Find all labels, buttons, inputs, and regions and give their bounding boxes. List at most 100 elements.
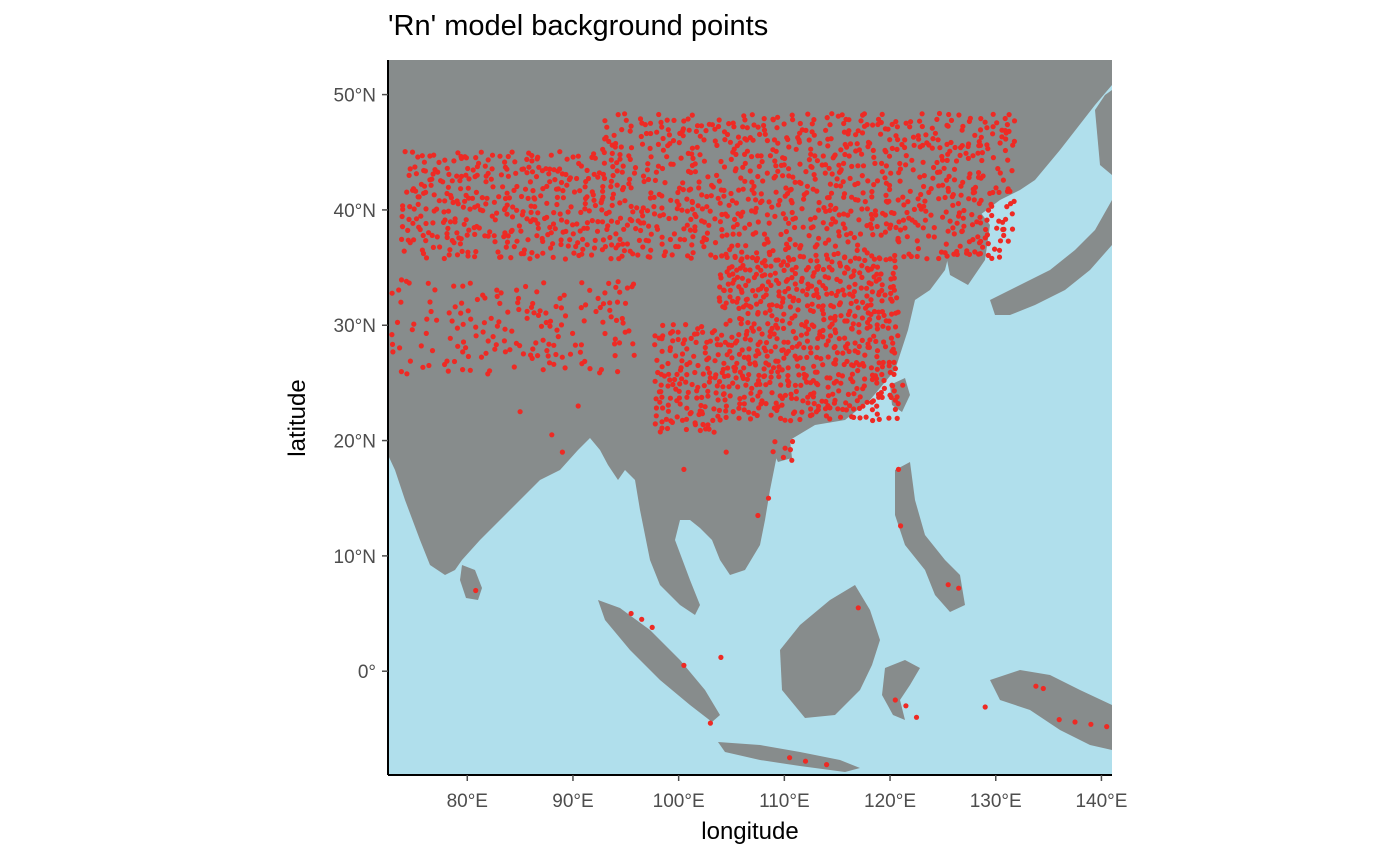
background-point [969, 222, 976, 228]
background-point [436, 198, 442, 204]
background-point [754, 301, 760, 307]
background-point [895, 401, 901, 407]
background-point [597, 304, 603, 311]
background-point [804, 183, 811, 189]
background-point [548, 230, 554, 236]
background-point [612, 353, 618, 359]
background-point [429, 176, 435, 182]
background-point [654, 224, 660, 230]
background-point [693, 128, 700, 134]
background-point [522, 186, 529, 192]
background-point [798, 382, 804, 388]
background-point [835, 288, 841, 294]
background-point [550, 254, 556, 260]
background-point [994, 225, 1000, 231]
background-point [781, 311, 787, 317]
background-point [744, 125, 750, 131]
background-point [497, 153, 503, 159]
background-point [994, 120, 1000, 126]
background-point [652, 333, 658, 339]
background-point [814, 158, 821, 164]
background-point [805, 326, 812, 332]
background-point [780, 296, 786, 302]
background-point [681, 226, 687, 232]
background-point [418, 343, 424, 349]
background-point [483, 201, 489, 207]
background-point [520, 351, 527, 357]
background-point [913, 714, 920, 720]
background-point [736, 405, 742, 411]
background-point [871, 256, 878, 262]
background-point [670, 322, 676, 328]
background-point [800, 288, 806, 294]
background-point [648, 190, 654, 196]
background-point [857, 415, 863, 421]
background-point [911, 206, 918, 212]
background-point [404, 371, 410, 377]
background-point [843, 345, 849, 351]
background-point [416, 194, 422, 200]
background-point [840, 221, 846, 227]
background-point [547, 179, 553, 185]
background-point [790, 174, 796, 180]
background-point [942, 194, 948, 201]
background-point [633, 226, 639, 232]
background-point [670, 338, 676, 344]
background-point [410, 220, 416, 226]
background-point [712, 216, 718, 222]
background-point [557, 149, 563, 155]
background-point [565, 209, 571, 215]
background-point [753, 271, 760, 277]
background-point [647, 120, 654, 126]
background-point [473, 249, 479, 255]
background-point [527, 179, 534, 185]
background-point [729, 198, 736, 204]
background-point [681, 466, 687, 472]
background-point [737, 369, 743, 375]
background-point [978, 238, 984, 244]
background-point [468, 316, 474, 322]
background-point [591, 171, 597, 177]
background-point [860, 190, 866, 196]
background-point [890, 340, 896, 346]
background-point [537, 308, 543, 314]
background-point [862, 352, 868, 358]
background-point [501, 338, 507, 344]
background-point [394, 319, 401, 325]
background-point [606, 138, 612, 144]
background-point [494, 293, 500, 299]
background-point [497, 300, 503, 306]
background-point [498, 290, 504, 296]
background-point [772, 213, 778, 219]
background-point [964, 248, 970, 254]
background-point [481, 320, 487, 326]
background-point [891, 388, 897, 394]
background-point [659, 419, 665, 425]
background-point [892, 366, 899, 372]
background-point [488, 176, 494, 182]
background-point [827, 315, 834, 321]
background-point [721, 391, 727, 397]
background-point [706, 370, 713, 376]
background-point [889, 311, 895, 317]
background-point [809, 164, 815, 170]
background-point [813, 252, 819, 258]
background-point [683, 322, 689, 328]
background-point [897, 160, 903, 167]
background-point [543, 319, 549, 326]
background-point [920, 159, 926, 165]
background-point [812, 176, 818, 182]
background-point [763, 348, 769, 354]
background-point [706, 379, 713, 385]
background-point [879, 111, 885, 117]
background-point [705, 174, 711, 180]
background-point [619, 253, 625, 259]
background-point [811, 270, 817, 276]
background-point [978, 197, 984, 203]
background-point [714, 336, 720, 342]
background-point [689, 198, 695, 205]
background-point [786, 173, 792, 179]
background-point [822, 162, 829, 168]
background-point [527, 256, 533, 262]
x-tick-label: 90°E [552, 791, 593, 812]
